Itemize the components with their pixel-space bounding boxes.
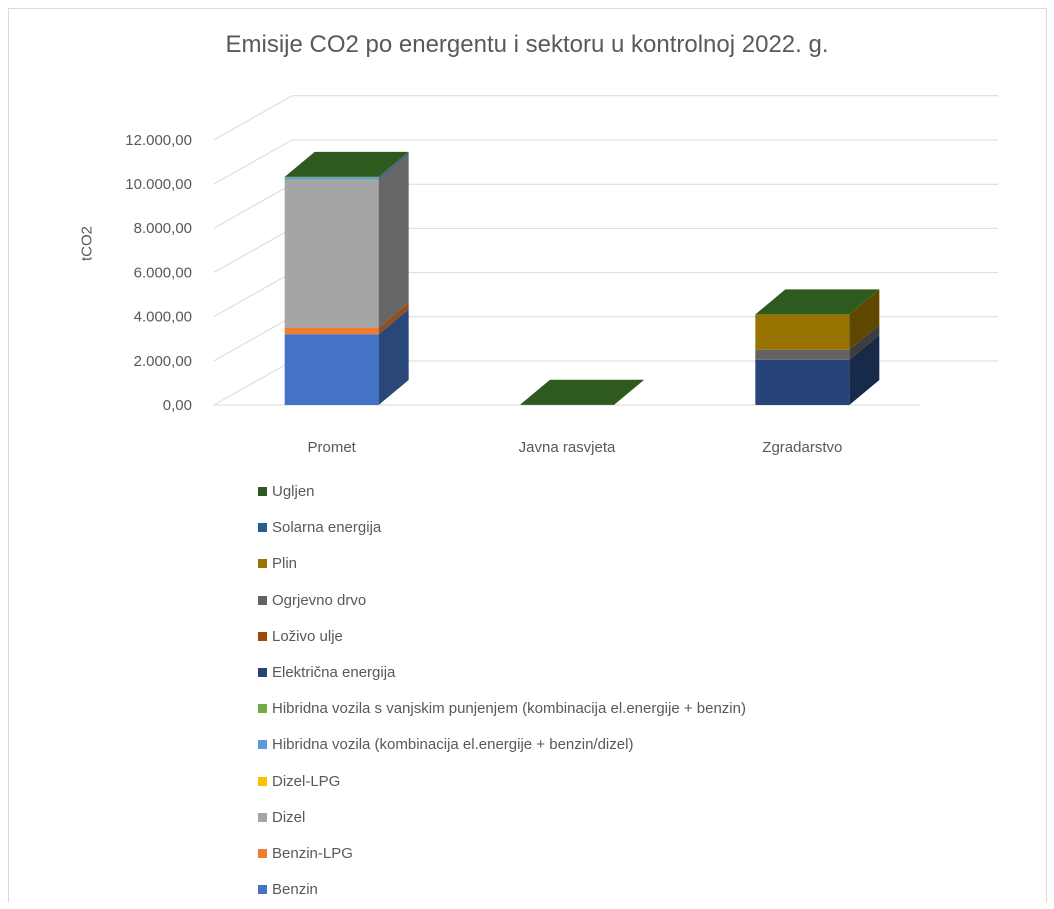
bar-segment-front	[755, 359, 850, 405]
legend-swatch	[258, 704, 267, 714]
gridline-diagonal	[213, 316, 293, 362]
gridline-diagonal	[213, 183, 293, 229]
gridline-diagonal	[213, 227, 293, 273]
legend-swatch	[258, 559, 267, 569]
bar-segment-front	[284, 327, 379, 335]
legend-label: Električna energija	[272, 664, 396, 681]
y-tick-label: 0,00	[163, 397, 192, 414]
legend-label: Ugljen	[272, 483, 315, 500]
legend-swatch	[258, 668, 267, 677]
gridline-diagonal	[213, 272, 293, 318]
x-tick-label: Promet	[307, 439, 356, 456]
bar-segment-side	[849, 324, 880, 360]
bar-segment-side	[378, 302, 409, 335]
bar-top-cap	[520, 379, 644, 405]
y-tick-label: 8.000,00	[134, 220, 192, 237]
bar-segment-side	[378, 151, 409, 178]
legend-label: Ogrjevno drvo	[272, 591, 367, 609]
y-tick-label: 2.000,00	[134, 353, 192, 370]
y-tick-label: 4.000,00	[134, 309, 192, 326]
x-tick-label: Javna rasvjeta	[519, 439, 616, 456]
bar-top-cap	[755, 289, 880, 315]
legend-swatch	[258, 595, 267, 605]
legend-swatch	[258, 885, 267, 895]
bar-segment-front	[755, 349, 850, 360]
bar-segment-front	[755, 314, 850, 350]
bar-segment-side	[378, 309, 409, 405]
legend-label: Dizel	[272, 808, 306, 826]
bar-segment-front	[284, 177, 379, 180]
legend-label: Solarna energija	[272, 519, 382, 537]
legend-label: Hibridna vozila s vanjskim punjenjem (ko…	[272, 700, 746, 718]
legend-label: Plin	[272, 555, 298, 573]
bar-segment-side	[849, 289, 880, 350]
gridline-diagonal	[213, 139, 293, 185]
y-tick-label: 10.000,00	[125, 176, 192, 193]
legend-swatch	[258, 849, 267, 858]
legend-swatch	[258, 523, 267, 533]
bar-segment-side	[614, 379, 644, 405]
chart-area	[8, 8, 1047, 902]
bar-segment-side	[378, 154, 409, 328]
x-tick-label: Zgradarstvo	[762, 439, 842, 456]
legend-label: Dizel-LPG	[272, 772, 341, 790]
legend-label: Hibridna vozila (kombinacija el.energije…	[272, 736, 634, 754]
legend-swatch	[258, 776, 267, 786]
bar-top-cap	[284, 151, 409, 177]
bar-segment-side	[378, 152, 409, 180]
legend-swatch	[258, 740, 267, 750]
legend-label: Benzin-LPG	[272, 845, 353, 862]
bar-segment-front	[284, 334, 379, 405]
legend-label: Loživo ulje	[272, 627, 343, 645]
legend-label: Benzin	[272, 881, 318, 899]
bar-segment-front	[284, 179, 379, 328]
gridline-diagonal	[213, 95, 293, 141]
legend-swatch	[258, 812, 267, 822]
legend-swatch	[258, 487, 267, 496]
legend-swatch	[258, 631, 267, 641]
y-tick-label: 6.000,00	[134, 264, 192, 281]
bar-segment-side	[849, 334, 880, 405]
chart-title: Emisije CO2 po energentu i sektoru u kon…	[225, 31, 829, 58]
gridline-diagonal	[213, 360, 293, 406]
y-tick-label: 12.000,00	[125, 132, 192, 149]
